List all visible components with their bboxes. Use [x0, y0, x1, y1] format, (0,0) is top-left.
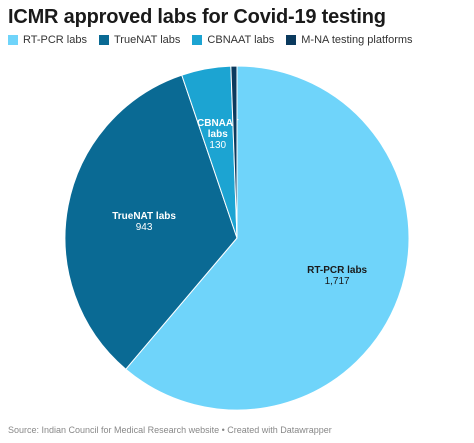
legend: RT-PCR labs TrueNAT labs CBNAAT labs M-N…	[8, 34, 413, 46]
legend-label-mna: M-NA testing platforms	[301, 34, 413, 46]
slice-value-rt-pcr-labs: 1,717	[325, 276, 350, 287]
slice-value-truenat-labs: 943	[136, 222, 153, 233]
chart-title: ICMR approved labs for Covid-19 testing	[8, 6, 386, 28]
legend-label-truenat: TrueNAT labs	[113, 34, 181, 46]
legend-label-rt-pcr: RT-PCR labs	[23, 34, 87, 46]
slice-label-cbnaat-labs-1: CBNAAT	[197, 118, 238, 129]
legend-swatch-truenat	[98, 35, 109, 45]
slice-label-truenat-labs: TrueNAT labs	[112, 211, 176, 222]
pie-slice-m-na-testing-platforms	[230, 65, 238, 239]
legend-item-mna: M-NA testing platforms	[286, 34, 413, 46]
legend-item-rt-pcr: RT-PCR labs	[8, 34, 87, 46]
source-note: Source: Indian Council for Medical Resea…	[8, 425, 332, 435]
legend-swatch-cbnaat	[192, 35, 203, 45]
legend-swatch-rt-pcr	[8, 35, 18, 45]
legend-item-cbnaat: CBNAAT labs	[192, 34, 274, 46]
pie-slice-truenat-labs	[64, 74, 238, 370]
slice-label-cbnaat-labs-2: labs	[208, 129, 228, 140]
slice-value-cbnaat-labs: 130	[209, 140, 226, 151]
legend-swatch-mna	[286, 35, 297, 45]
legend-item-truenat: TrueNAT labs	[98, 34, 181, 46]
pie-slice-rt-pcr-labs	[125, 65, 410, 411]
legend-label-cbnaat: CBNAAT labs	[207, 34, 275, 46]
slice-label-rt-pcr-labs: RT-PCR labs	[307, 265, 367, 276]
